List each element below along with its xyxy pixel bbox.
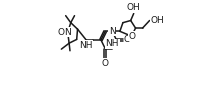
Text: NH: NH <box>106 39 119 48</box>
Text: O: O <box>124 35 131 44</box>
Text: O: O <box>57 28 64 37</box>
Text: OH: OH <box>127 3 141 12</box>
Text: NH: NH <box>79 40 93 49</box>
Text: N: N <box>109 27 116 36</box>
Text: OH: OH <box>150 16 164 25</box>
Text: O: O <box>102 59 109 68</box>
Text: O: O <box>128 32 135 41</box>
Text: N: N <box>64 28 71 37</box>
